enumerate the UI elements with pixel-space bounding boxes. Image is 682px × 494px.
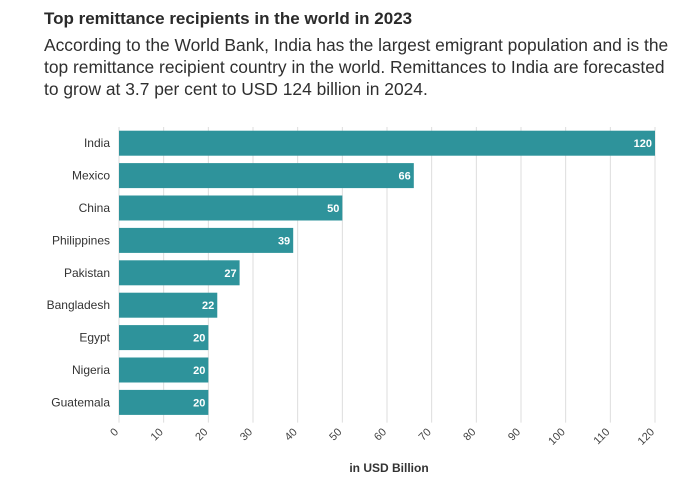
x-tick-label: 10 — [149, 426, 166, 443]
value-label: 20 — [193, 333, 205, 345]
x-tick-label: 90 — [506, 426, 523, 443]
value-label: 39 — [278, 235, 290, 247]
x-tick-label: 110 — [592, 426, 613, 447]
bar — [119, 227, 294, 253]
category-label: Pakistan — [64, 266, 110, 280]
category-label: Nigeria — [72, 363, 110, 377]
value-label: 20 — [193, 365, 205, 377]
bar — [119, 195, 343, 221]
value-label: 66 — [399, 171, 411, 183]
value-label: 27 — [224, 268, 236, 280]
x-tick-label: 100 — [546, 426, 567, 447]
x-tick-label: 40 — [283, 426, 300, 443]
category-label: Philippines — [52, 233, 110, 247]
chart-title: Top remittance recipients in the world i… — [44, 9, 413, 28]
value-label: 50 — [327, 203, 339, 215]
x-tick-label: 50 — [327, 426, 344, 443]
x-tick-label: 80 — [461, 426, 478, 443]
bar — [119, 260, 240, 286]
category-label: India — [84, 136, 110, 150]
x-tick-label: 0 — [108, 426, 121, 439]
x-tick-label: 20 — [193, 426, 210, 443]
category-label: Guatemala — [51, 395, 110, 409]
bar — [119, 357, 209, 383]
bar — [119, 130, 655, 156]
x-tick-label: 60 — [372, 426, 389, 443]
category-label: Egypt — [79, 331, 110, 345]
bar — [119, 163, 414, 189]
bar — [119, 389, 209, 415]
bar — [119, 325, 209, 351]
value-label: 20 — [193, 397, 205, 409]
x-tick-label: 120 — [636, 426, 657, 447]
x-tick-label: 70 — [417, 426, 434, 443]
bar — [119, 292, 218, 318]
category-label: Bangladesh — [47, 298, 110, 312]
x-axis-title: in USD Billion — [349, 461, 428, 475]
value-label: 22 — [202, 300, 214, 312]
value-label: 120 — [634, 138, 652, 150]
chart-subtitle: According to the World Bank, India has t… — [44, 35, 669, 99]
category-label: Mexico — [72, 169, 110, 183]
x-tick-label: 30 — [238, 426, 255, 443]
category-label: China — [79, 201, 111, 215]
